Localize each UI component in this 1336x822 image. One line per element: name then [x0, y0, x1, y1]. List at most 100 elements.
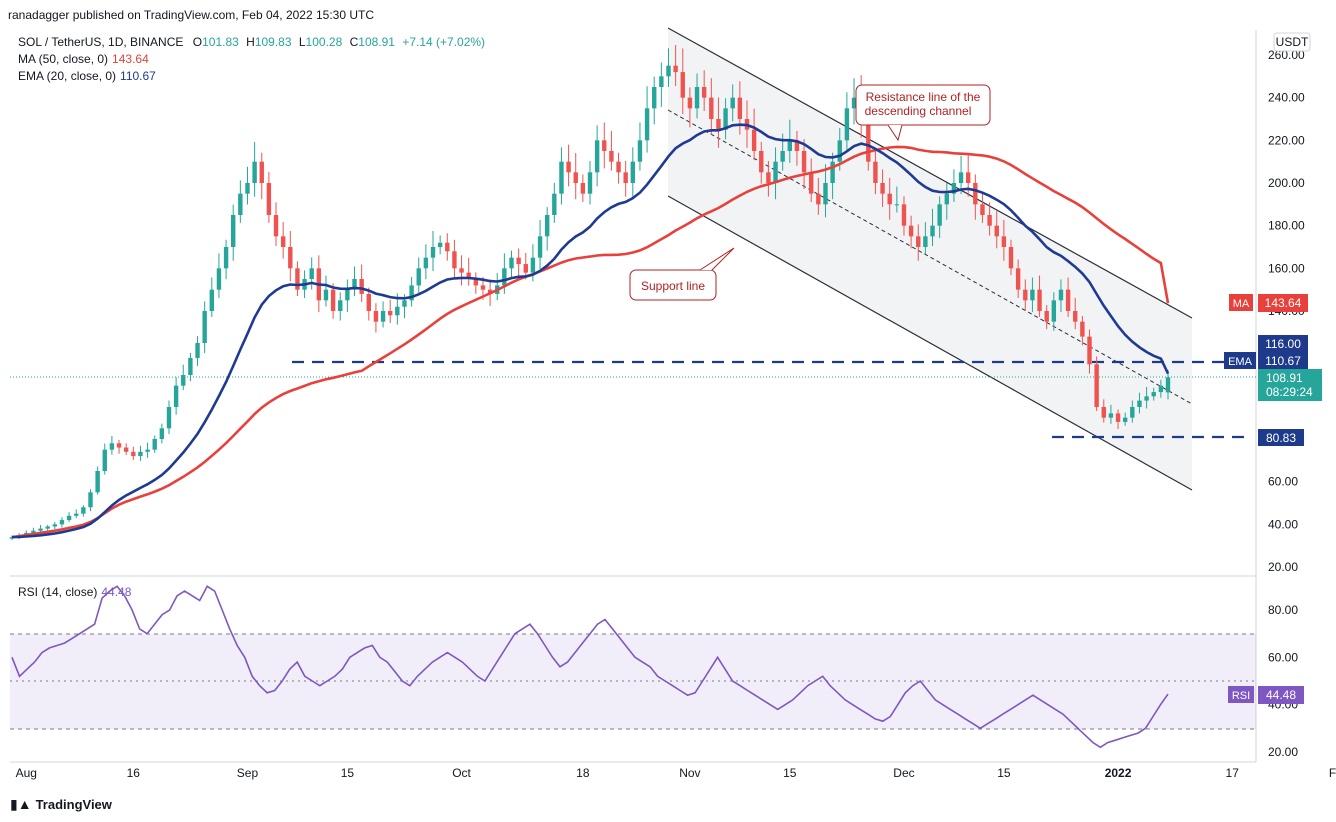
candle-body: [223, 247, 229, 269]
candle-body: [530, 257, 536, 273]
candle-body: [951, 183, 957, 194]
candle-body: [894, 204, 900, 206]
candle-body: [1008, 247, 1014, 269]
candle-body: [9, 537, 15, 539]
candle-body: [473, 279, 479, 286]
time-tick-label: Sep: [237, 766, 259, 780]
candle-body: [566, 161, 571, 173]
ema-tag-label: EMA: [1228, 356, 1253, 368]
candle-body: [1051, 300, 1057, 322]
candle-body: [980, 204, 985, 215]
candle-body: [1108, 413, 1114, 418]
price-tick-label: 220.00: [1268, 133, 1305, 147]
candle-body: [330, 289, 336, 311]
candle-body: [123, 447, 129, 452]
candle-body: [359, 279, 364, 294]
symbol-legend: SOL / TetherUS, 1D, BINANCE O101.83 H109…: [18, 35, 485, 49]
channel-midline: [667, 109, 1193, 405]
candle-body: [209, 289, 215, 311]
candle-body: [1087, 336, 1092, 365]
candle-body: [38, 528, 43, 531]
candle-body: [923, 236, 928, 247]
candle-body: [1101, 407, 1106, 418]
candle-body: [202, 311, 207, 343]
candle-body: [1044, 311, 1049, 322]
candle-body: [609, 151, 614, 162]
candle-body: [159, 428, 165, 439]
candle-body: [851, 97, 857, 109]
candle-body: [31, 530, 36, 533]
price-tick-label: 40.00: [1268, 517, 1298, 531]
ma-value-label: 143.64: [1265, 296, 1302, 310]
currency-label: USDT: [1276, 35, 1309, 49]
tradingview-logo[interactable]: ▮▲ TradingView: [10, 796, 112, 813]
candle-body: [773, 161, 778, 183]
candle-body: [437, 242, 443, 247]
candle-body: [352, 279, 357, 290]
candle-body: [1165, 377, 1171, 393]
candle-body: [466, 272, 471, 279]
candle-body: [737, 97, 743, 119]
candle-body: [694, 87, 700, 109]
rsi-tick-label: 60.00: [1268, 650, 1298, 664]
candle-body: [816, 193, 821, 205]
candle-body: [901, 204, 907, 226]
rsi-tick-label: 20.00: [1268, 745, 1298, 759]
price-tick-label: 160.00: [1268, 261, 1305, 275]
candle-body: [1080, 321, 1085, 337]
candle-body: [380, 311, 386, 322]
candle-body: [138, 451, 143, 457]
candle-body: [95, 471, 100, 493]
candle-body: [652, 87, 657, 109]
candle-body: [102, 449, 107, 471]
ohlc-low: L100.28: [298, 35, 343, 49]
candle-body: [844, 108, 850, 141]
candle-body: [1115, 413, 1121, 422]
currency-badge[interactable]: [1273, 32, 1311, 52]
candle-body: [958, 172, 964, 183]
candle-body: [880, 183, 885, 194]
ema-tag: [1224, 352, 1256, 369]
countdown-label: 08:29:24: [1266, 385, 1313, 399]
candle-body: [1065, 289, 1071, 311]
price-tick-label: 60.00: [1268, 475, 1298, 489]
time-axis[interactable]: Aug16Sep15Oct18Nov15Dec15202217Feb15: [16, 766, 1336, 780]
candle-body: [787, 140, 793, 151]
candle-body: [1073, 311, 1078, 322]
candle-body: [1015, 268, 1021, 290]
candle-body: [1023, 289, 1028, 301]
publisher-note: ranadagger published on TradingView.com,…: [8, 8, 375, 22]
candle-body: [345, 289, 350, 301]
ohlc-change: +7.14 (+7.02%): [402, 35, 486, 49]
candle-body: [537, 236, 543, 258]
price-tick-label: 20.00: [1268, 560, 1298, 574]
candle-body: [45, 526, 50, 529]
candle-body: [1001, 236, 1007, 247]
candle-body: [908, 225, 914, 237]
candle-body: [430, 247, 436, 258]
candle-body: [1158, 385, 1164, 393]
ema-legend: EMA (20, close, 0) 110.67: [18, 69, 156, 83]
candle-body: [965, 172, 971, 183]
candle-body: [1137, 400, 1142, 407]
candle-body: [216, 268, 222, 290]
candle-body: [559, 161, 564, 194]
candle-body: [637, 140, 643, 162]
level-80-label: 80.83: [1266, 431, 1296, 445]
candle-body: [366, 293, 371, 311]
candle-body: [338, 300, 343, 311]
ohlc-high: H109.83: [246, 35, 292, 49]
candle-body: [709, 97, 714, 119]
candle-body: [480, 285, 486, 290]
brand-label: TradingView: [35, 797, 112, 812]
candle-body: [74, 513, 79, 516]
level-80-badge: [1258, 429, 1304, 446]
candle-body: [395, 306, 400, 316]
rsi-line: [11, 585, 1169, 749]
time-tick-label: Oct: [452, 766, 471, 780]
time-tick-label: Aug: [16, 766, 37, 780]
candle-body: [195, 343, 200, 358]
candle-body: [487, 289, 493, 294]
